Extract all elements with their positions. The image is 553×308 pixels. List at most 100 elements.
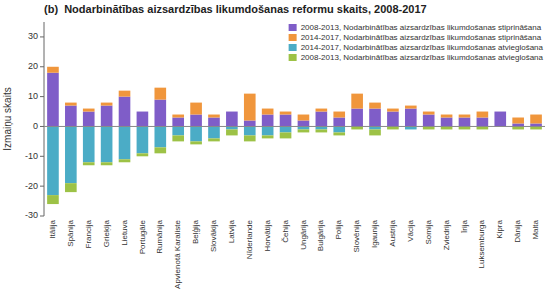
title: (b) Nodarbinātības aizsardzības likumdoš… [44,3,427,15]
x-tick-label: Latvija [227,219,236,243]
bar-segment [298,115,310,121]
bar-segment [208,115,220,118]
y-tick-label: 30 [28,31,38,41]
x-tick-label: Horvātija [263,219,272,251]
bar-segment [369,129,381,135]
bar-segment [280,132,292,138]
bar-segment [298,129,310,132]
bar-segment [351,94,363,109]
x-tick-label: Čehija [281,219,290,242]
bar-segment [262,109,274,115]
bar-segment [423,115,435,127]
bar-segment [405,106,417,109]
x-tick-label: Portugāle [138,219,147,254]
bar-segment [65,106,77,127]
bars [47,67,542,204]
y-tick [40,96,44,97]
bar-segment [441,115,453,118]
x-tick-label: Slovākija [209,219,218,252]
bar-segment [298,120,310,126]
bar-segment [226,129,238,135]
legend-swatch [289,34,297,41]
bar-segment [405,109,417,127]
bar-segment [65,183,77,192]
bar-segment [137,153,149,156]
x-tick-label: Grieķija [102,219,111,247]
y-tick-label: -10 [25,151,38,161]
bar-segment [262,126,274,135]
bar-segment [494,111,506,112]
legend: 2008-2013, Nodarbinātības aizsardzības l… [289,23,544,62]
bar-segment [262,115,274,127]
x-tick-label: Malta [531,219,540,239]
x-tick-label: Spānija [66,219,75,246]
bar-segment [119,126,131,159]
x-tick-label: Austrija [388,219,397,246]
bar-segment [65,126,77,183]
bar-segment [316,109,328,112]
y-tick-label: 10 [28,91,38,101]
x-tick-label: Itālija [48,219,57,238]
bar-segment [65,103,77,106]
bar-segment [101,106,113,127]
bar-segment [459,115,471,118]
bar-segment [137,111,149,112]
x-tick-label: Francija [84,219,93,248]
chart: (b) Nodarbinātības aizsardzības likumdoš… [0,0,553,308]
legend-label: 2008-2013, Nodarbinātības aizsardzības l… [301,53,544,62]
y-tick [40,186,44,187]
bar-segment [316,112,328,127]
bar-segment [530,114,542,115]
legend-swatch [289,44,297,51]
bar-segment [244,126,256,135]
bar-segment [423,111,435,112]
bar-segment [208,138,220,141]
bar-segment [333,118,345,127]
legend-swatch [289,24,297,31]
bar-segment [333,132,345,135]
x-tick-label: Kipra [495,219,504,238]
x-tick-label: Slovēnija [352,219,361,252]
bar-segment [172,135,184,141]
x-tick-label: Nīderlande [245,219,254,259]
bar-segment [190,103,202,115]
bar-segment [83,109,95,112]
bar-segment [494,112,506,127]
zero-line [44,126,545,127]
x-tick-label: Lietuva [120,219,129,245]
bar-segment [280,126,292,132]
bar-segment [226,111,238,112]
y-axis-label: Izmaiņu skaits [2,87,13,150]
bar-segment [154,147,166,153]
bar-segment [137,126,149,153]
bar-segment [423,112,435,115]
bar-segment [154,126,166,147]
bar-segment [190,126,202,141]
bar-segment [244,135,256,141]
y-tick-label: -20 [25,181,38,191]
x-tick-label: Bulgārija [316,219,325,251]
x-tick-label: Somija [424,219,433,244]
bar-segment [351,93,363,94]
bar-segment [83,126,95,162]
bar-segment [333,126,345,132]
bar-segment [47,67,59,73]
bar-segment [441,118,453,127]
bar-segment [83,162,95,165]
bar-segment [226,112,238,127]
bar-segment [530,115,542,124]
y-tick-label: 20 [28,61,38,71]
bar-segment [244,94,256,121]
x-tick-label: Zviedrija [442,219,451,250]
bar-segment [83,112,95,127]
bar-segment [459,118,471,127]
y-axis-line [44,22,45,216]
bar-segment [459,114,471,115]
bar-segment [47,195,59,204]
bar-segment [494,111,506,112]
bar-segment [387,109,399,112]
bar-segment [101,103,113,106]
bar-segment [477,112,489,118]
bar-segment [154,88,166,100]
y-tick-label: -30 [25,210,38,220]
